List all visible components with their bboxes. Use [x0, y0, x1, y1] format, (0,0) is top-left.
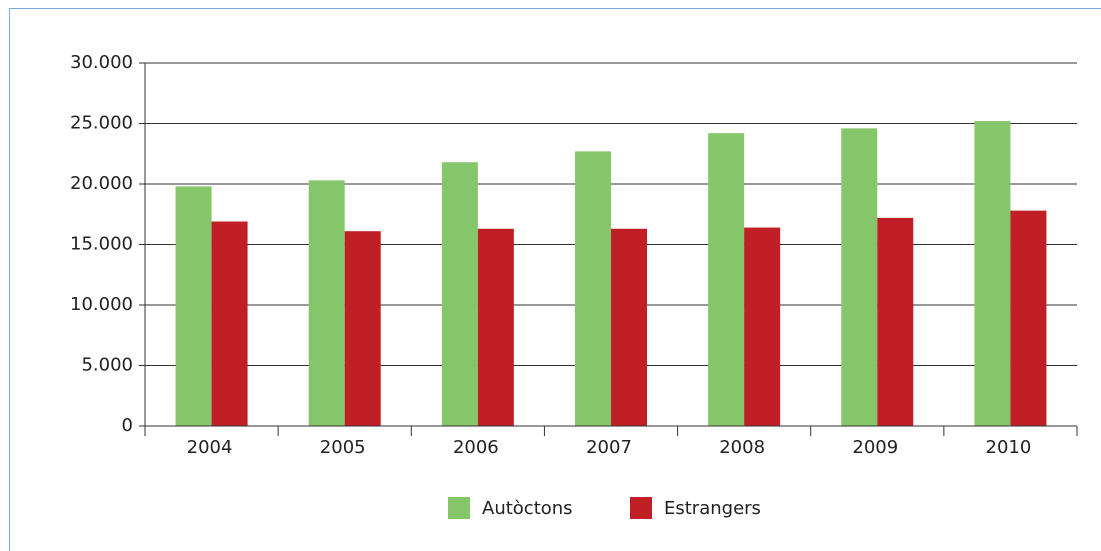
bar	[175, 186, 212, 426]
x-tick-label: 2010	[986, 437, 1032, 458]
x-tick-label: 2004	[187, 437, 233, 458]
bar	[708, 133, 745, 426]
x-tick-label: 2008	[719, 437, 765, 458]
bar	[575, 151, 611, 426]
bar	[877, 217, 914, 426]
x-tick-label: 2007	[586, 437, 632, 458]
bar	[344, 231, 381, 426]
y-tick-label: 5.000	[81, 355, 133, 376]
y-tick-label: 15.000	[70, 234, 133, 255]
y-tick-label: 25.000	[70, 113, 133, 134]
x-tick-label: 2006	[453, 437, 499, 458]
frame	[9, 8, 1101, 551]
bar	[1010, 210, 1047, 426]
bar	[308, 180, 345, 426]
y-tick-label: 0	[122, 415, 133, 436]
y-tick-label: 10.000	[70, 294, 133, 315]
legend-swatch	[448, 497, 470, 519]
legend-label: Autòctons	[482, 498, 573, 519]
y-tick-label: 30.000	[70, 52, 133, 73]
bar	[611, 228, 647, 426]
bar	[441, 162, 478, 426]
x-tick-label: 2005	[320, 437, 366, 458]
x-tick-label: 2009	[852, 437, 898, 458]
bar	[841, 128, 878, 426]
bar	[211, 221, 248, 426]
legend-swatch	[630, 497, 652, 519]
bar	[744, 227, 781, 426]
bar	[974, 121, 1011, 426]
legend-label: Estrangers	[664, 498, 761, 519]
y-tick-label: 20.000	[70, 173, 133, 194]
bar	[477, 228, 514, 426]
